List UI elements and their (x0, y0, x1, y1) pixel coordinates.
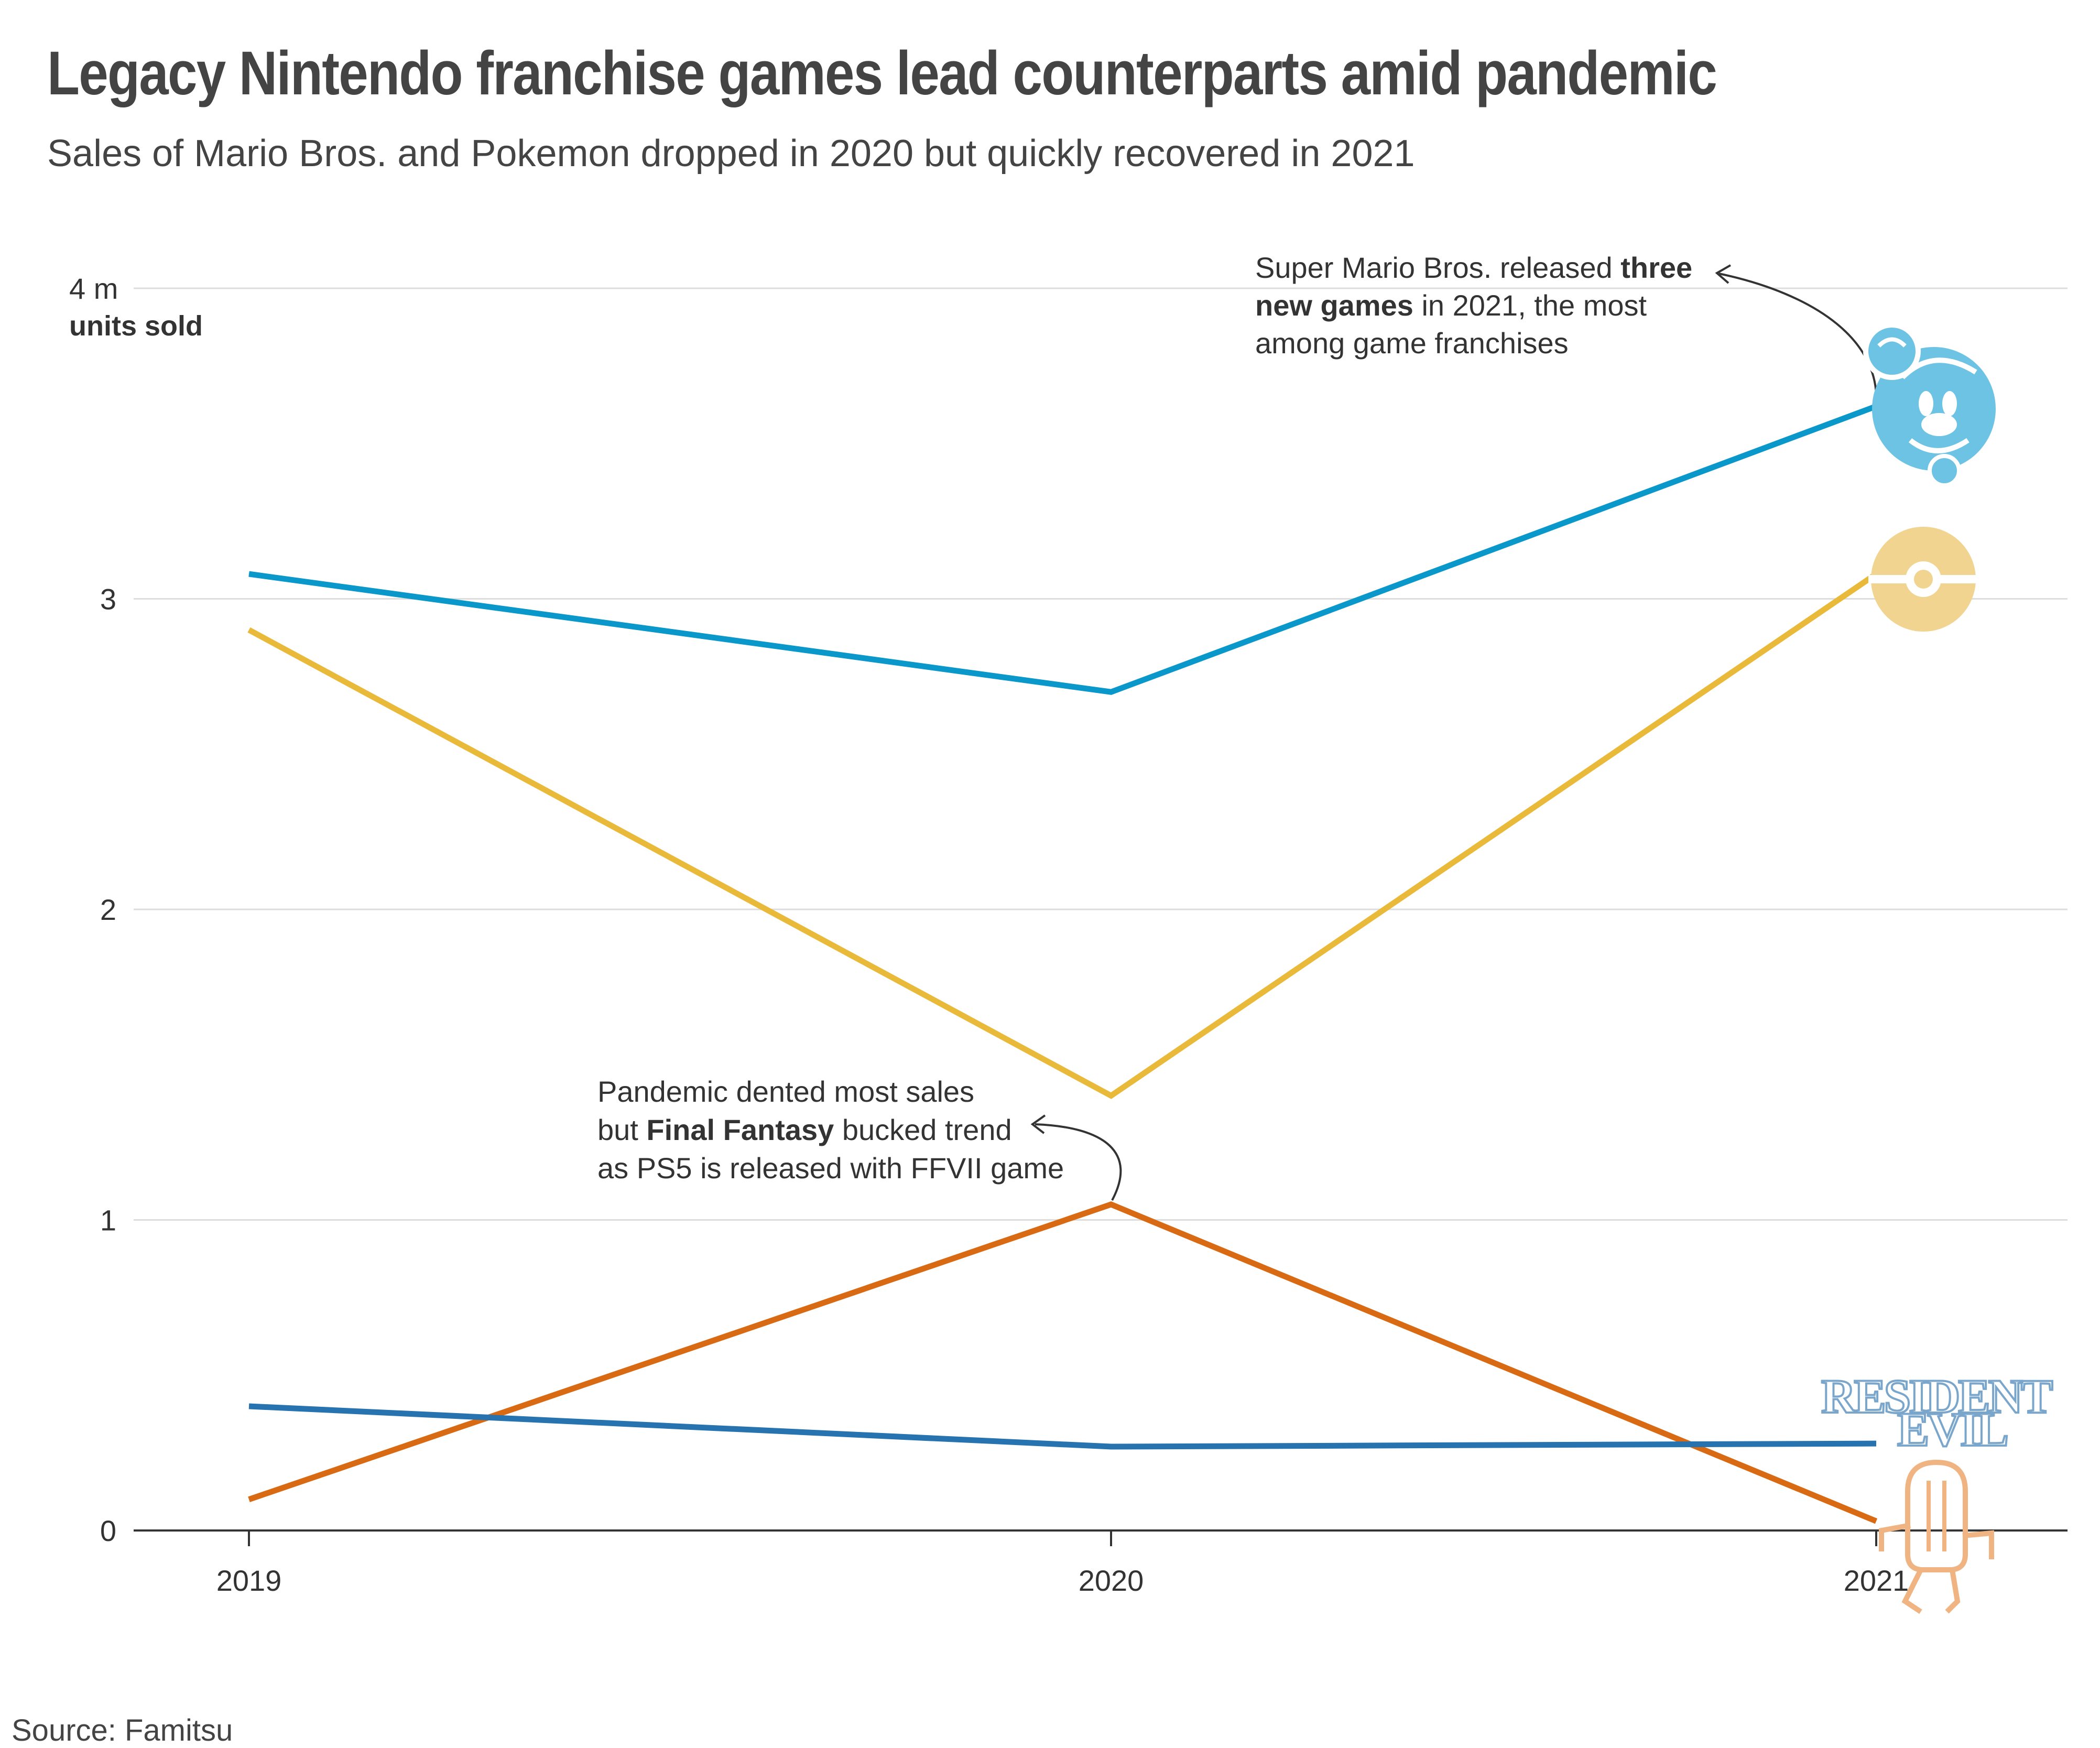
ff-annotation-text-2a: but (597, 1113, 646, 1146)
ff-annotation-arrowhead (1030, 1114, 1046, 1134)
y-tick-label: 4 m (69, 272, 118, 305)
series-line-mario (248, 403, 1877, 695)
resident-evil-logo-text-2: EVIL (1897, 1403, 2007, 1456)
axes: 0 1 2 3 4 m units sold 2019 2020 2021 (69, 272, 2068, 1597)
y-axis-label: units sold (69, 310, 203, 342)
y-tick-label: 3 (100, 583, 116, 616)
x-tick-label: 2020 (1079, 1564, 1144, 1597)
series-line-pokemon (247, 571, 1878, 1099)
ff-annotation-text-2b: Final Fantasy (646, 1113, 834, 1146)
mario-annotation-text-2a: new games (1255, 289, 1413, 322)
mario-annotation-arrowhead (1715, 264, 1731, 284)
y-tick-label: 2 (100, 893, 116, 926)
pokeball-icon (1868, 527, 1978, 632)
svg-text:Super Mario Bros. released thr: Super Mario Bros. released three (1255, 251, 1692, 284)
mario-annotation: Super Mario Bros. released three new gam… (1255, 251, 1878, 415)
mario-annotation-text-1b: three (1620, 251, 1692, 284)
x-tick-label: 2021 (1844, 1564, 1909, 1597)
y-tick-label: 1 (100, 1204, 116, 1237)
resident-evil-logo: RESIDENT EVIL (1820, 1369, 2055, 1457)
source-note: Source: Famitsu (12, 1713, 233, 1747)
resident-evil-logo-text-1: RESIDENT (1821, 1370, 2052, 1423)
mario-icon (1863, 322, 1996, 487)
ff-annotation-text-1: Pandemic dented most sales (597, 1075, 974, 1108)
cactuar-icon (1879, 1459, 1994, 1614)
svg-text:but Final Fantasy bucked trend: but Final Fantasy bucked trend (597, 1113, 1012, 1146)
gridlines (134, 287, 2068, 1221)
mario-annotation-text-3: among game franchises (1255, 327, 1569, 360)
chart-title: Legacy Nintendo franchise games lead cou… (47, 39, 1717, 108)
series-line-resident-evil (248, 1403, 1877, 1450)
chart-subtitle: Sales of Mario Bros. and Pokemon dropped… (47, 133, 1415, 175)
series-lines (247, 403, 1878, 1524)
mario-annotation-text-2b: in 2021, the most (1413, 289, 1647, 322)
series-line-final-fantasy (248, 1201, 1878, 1524)
x-tick-label: 2019 (216, 1564, 282, 1597)
y-tick-label: 0 (100, 1514, 116, 1547)
ff-annotation-text-2c: bucked trend (834, 1113, 1011, 1146)
ff-annotation: Pandemic dented most sales but Final Fan… (597, 1075, 1122, 1201)
mario-annotation-text-1a: Super Mario Bros. released (1255, 251, 1620, 284)
svg-text:new games in 2021, the most: new games in 2021, the most (1255, 289, 1647, 322)
mario-annotation-arrow (1718, 273, 1878, 415)
ff-annotation-arrow (1035, 1123, 1122, 1201)
ff-annotation-text-3: as PS5 is released with FFVII game (597, 1152, 1064, 1185)
